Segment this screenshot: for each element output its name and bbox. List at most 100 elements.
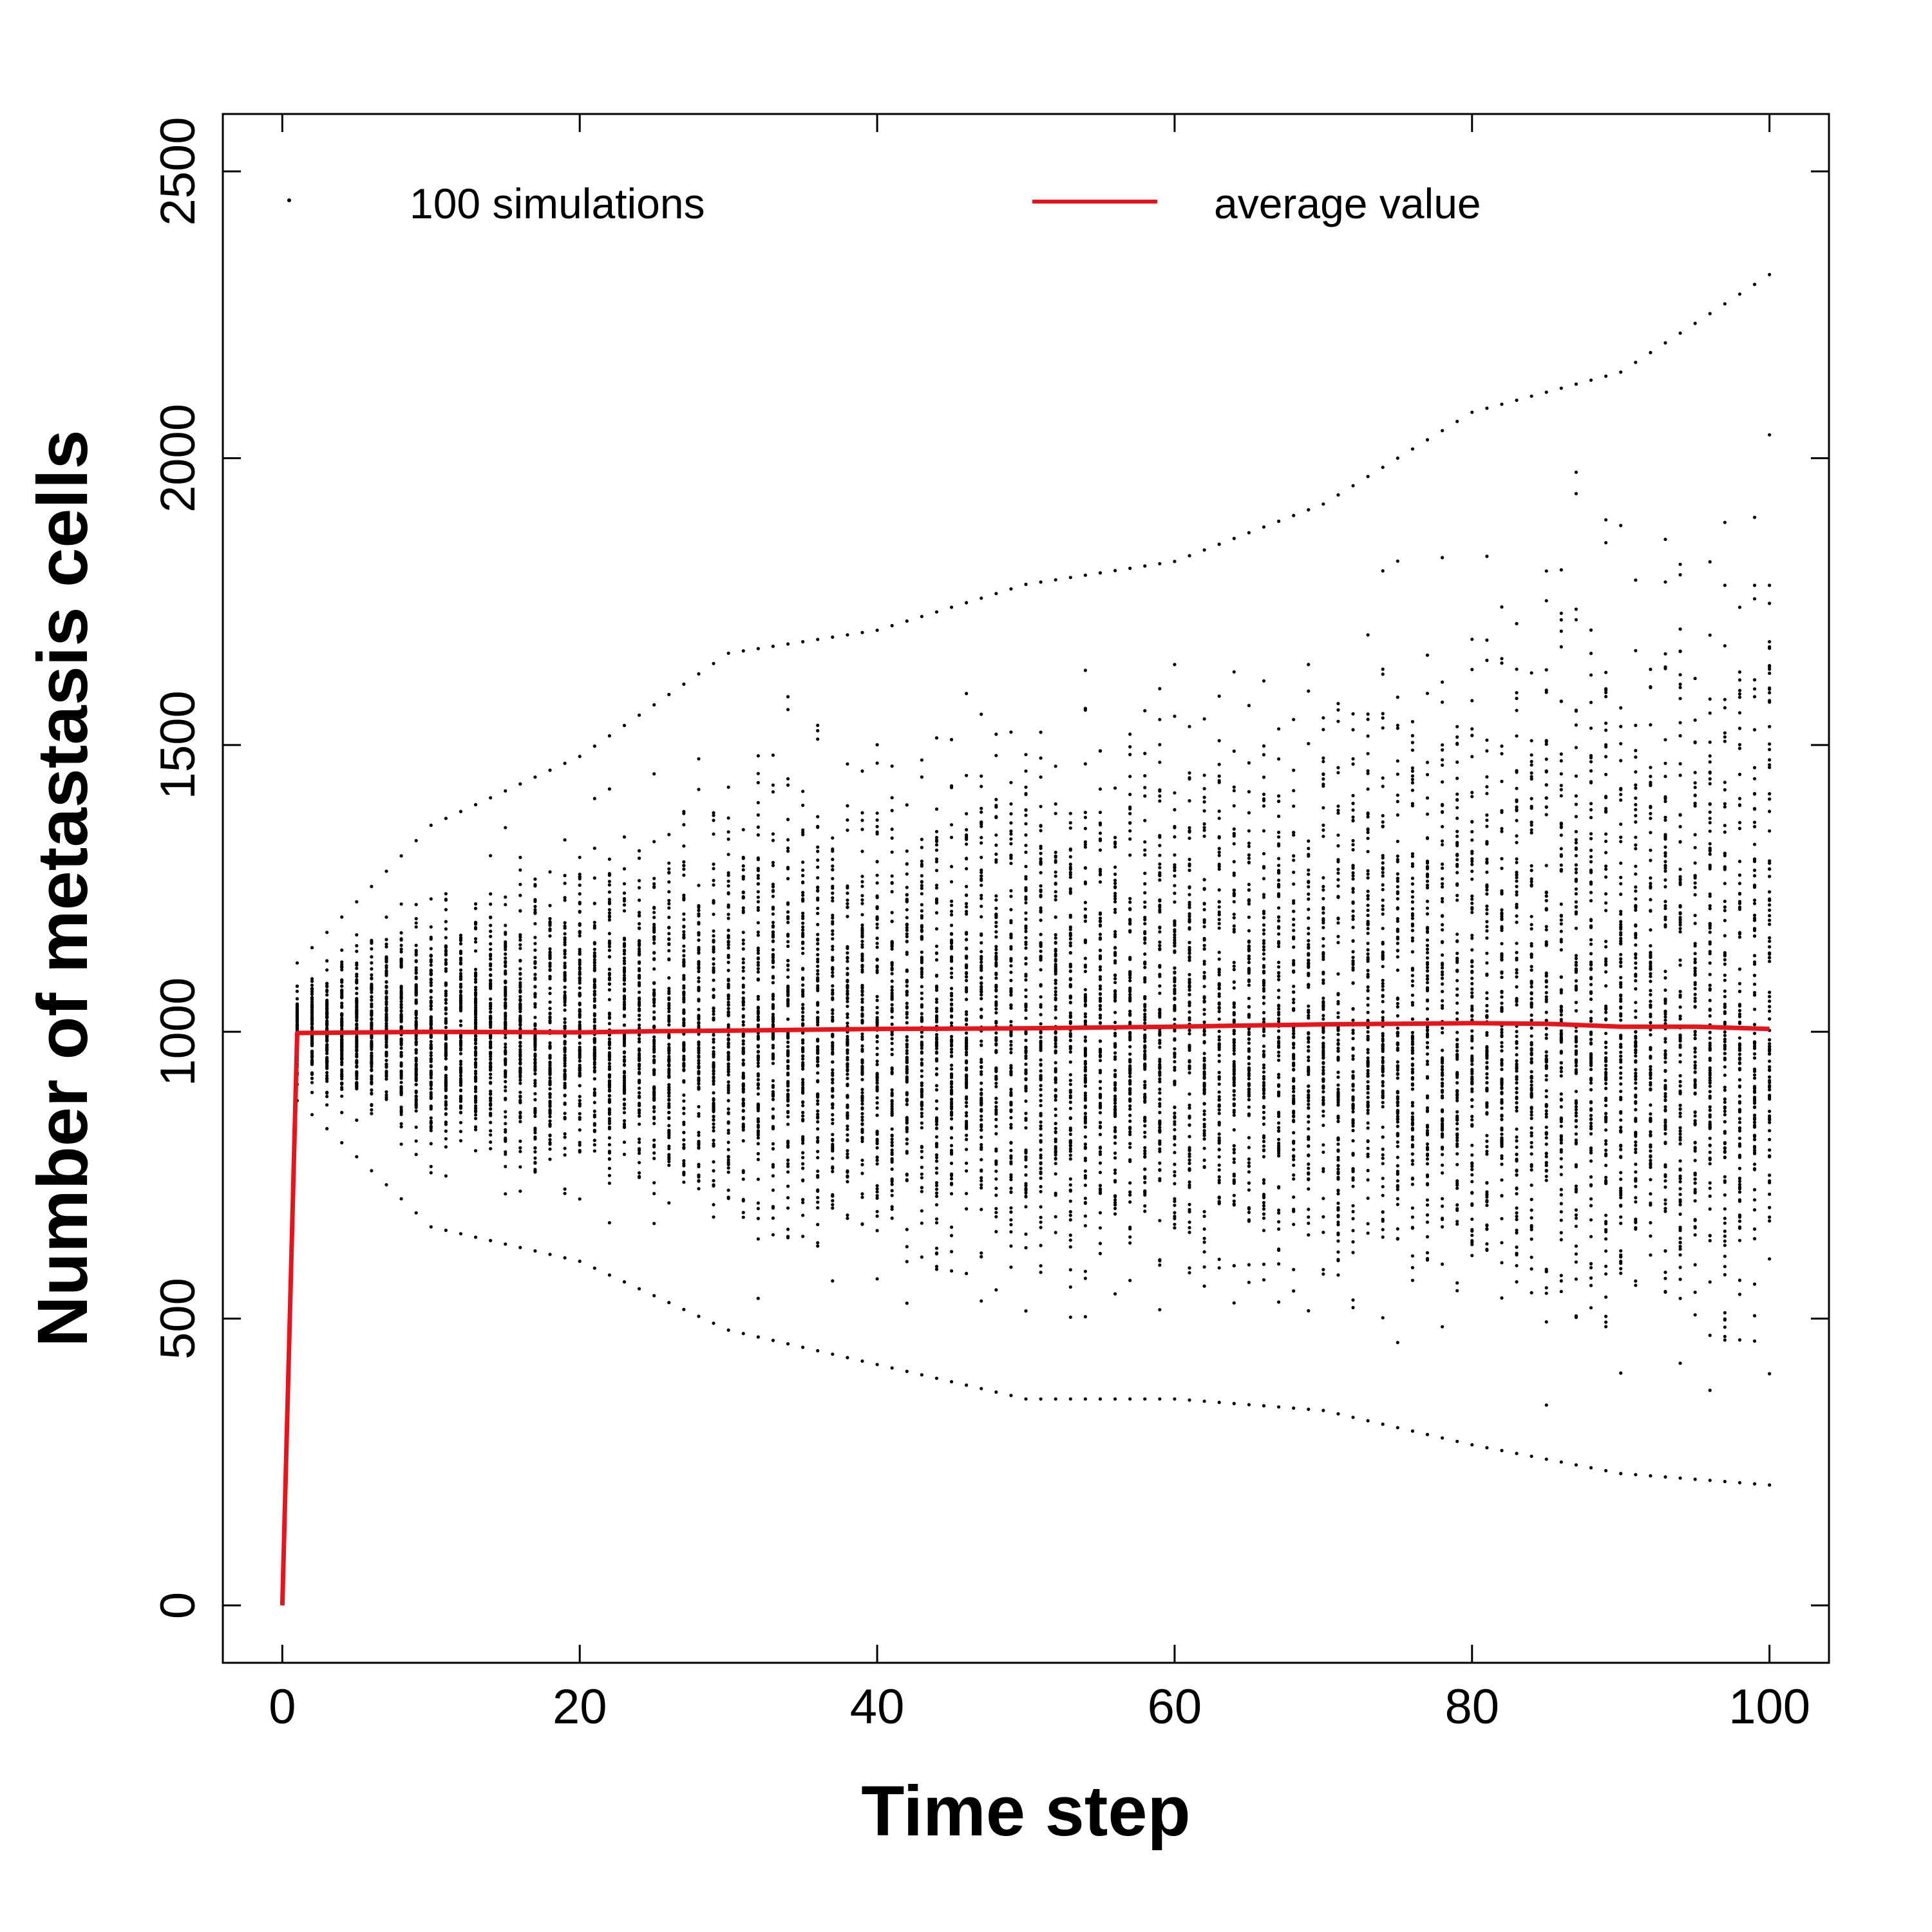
sim-point <box>816 976 820 980</box>
sim-point <box>429 1116 433 1120</box>
sim-point <box>370 1011 374 1015</box>
sim-point <box>816 1001 820 1006</box>
sim-point <box>459 974 463 978</box>
sim-point <box>860 1162 864 1167</box>
sim-point <box>563 952 567 956</box>
sim-point <box>667 1033 671 1037</box>
sim-point <box>429 1081 433 1084</box>
sim-point <box>816 723 820 727</box>
sim-point <box>370 1036 374 1040</box>
sim-point <box>816 1139 820 1143</box>
sim-point <box>652 886 656 889</box>
sim-point <box>846 983 849 987</box>
sim-point <box>920 1155 923 1159</box>
sim-point <box>980 997 983 1001</box>
sim-point <box>548 870 552 874</box>
sim-point <box>414 921 418 925</box>
sim-point <box>563 1135 567 1139</box>
sim-point <box>875 743 879 747</box>
sim-point <box>890 942 894 945</box>
sim-point <box>920 950 923 954</box>
sim-point <box>816 737 820 741</box>
sim-point <box>592 1057 596 1061</box>
sim-point <box>637 1040 641 1044</box>
sim-point <box>489 1072 493 1076</box>
sim-point <box>801 1023 805 1027</box>
sim-point <box>756 781 760 784</box>
sim-point <box>890 1134 894 1138</box>
sim-point <box>414 1062 418 1066</box>
sim-point <box>592 1090 596 1095</box>
sim-point <box>504 1014 507 1019</box>
sim-point <box>622 1079 627 1083</box>
sim-point <box>533 1170 537 1173</box>
sim-point <box>994 951 998 955</box>
sim-point <box>697 1077 701 1081</box>
sim-point <box>934 1251 939 1255</box>
sim-point <box>429 1086 433 1091</box>
sim-point <box>518 868 522 872</box>
sim-point <box>607 918 612 922</box>
sim-point <box>741 983 745 987</box>
sim-point <box>652 1098 656 1102</box>
sim-point <box>414 1013 418 1017</box>
sim-point <box>548 1061 552 1065</box>
sim-point <box>340 1016 344 1020</box>
sim-point <box>340 1141 344 1144</box>
sim-point <box>771 1012 775 1016</box>
sim-point <box>801 1198 805 1202</box>
sim-point <box>518 1010 522 1014</box>
sim-point <box>890 836 894 840</box>
sim-point <box>949 1117 954 1121</box>
sim-point <box>860 819 864 822</box>
sim-point <box>607 1058 612 1062</box>
sim-point <box>771 956 775 960</box>
sim-point <box>607 1061 612 1066</box>
sim-point <box>816 826 820 829</box>
sim-point <box>1009 1230 1013 1234</box>
sim-point <box>860 1077 864 1081</box>
sim-point <box>771 1115 775 1119</box>
sim-point <box>905 1150 909 1153</box>
sim-point <box>667 1201 671 1205</box>
sim-point <box>325 990 329 994</box>
sim-point <box>414 1023 418 1027</box>
sim-point <box>980 1299 983 1303</box>
sim-point <box>295 984 299 988</box>
sim-point <box>355 997 359 1001</box>
sim-point <box>489 1090 493 1094</box>
sim-point <box>444 969 448 973</box>
sim-point <box>563 949 567 952</box>
sim-point <box>934 973 939 978</box>
sim-point <box>890 1205 894 1209</box>
sim-point <box>965 1053 969 1057</box>
sim-point <box>384 1045 388 1049</box>
sim-point <box>816 947 820 951</box>
sim-point <box>994 805 998 809</box>
sim-point <box>622 956 627 960</box>
sim-point <box>682 964 686 968</box>
sim-point <box>994 1170 998 1173</box>
sim-point <box>905 1001 909 1005</box>
sim-point <box>949 1088 954 1092</box>
sim-point <box>622 1152 627 1157</box>
sim-point <box>489 916 493 920</box>
sim-point <box>994 1124 998 1128</box>
sim-point <box>667 1301 671 1305</box>
sim-point <box>548 1138 552 1142</box>
sim-point <box>473 1072 478 1075</box>
sim-point <box>965 1018 969 1022</box>
sim-point <box>949 737 954 742</box>
sim-point <box>622 896 627 901</box>
sim-point <box>965 1041 969 1045</box>
sim-point <box>444 1054 448 1057</box>
sim-point <box>756 1201 760 1205</box>
sim-point <box>726 1148 730 1151</box>
sim-point <box>533 1041 537 1045</box>
sim-point <box>667 915 671 920</box>
sim-point <box>667 1067 671 1071</box>
sim-point <box>741 1177 745 1181</box>
sim-point <box>548 964 552 969</box>
sim-point <box>325 1043 329 1047</box>
